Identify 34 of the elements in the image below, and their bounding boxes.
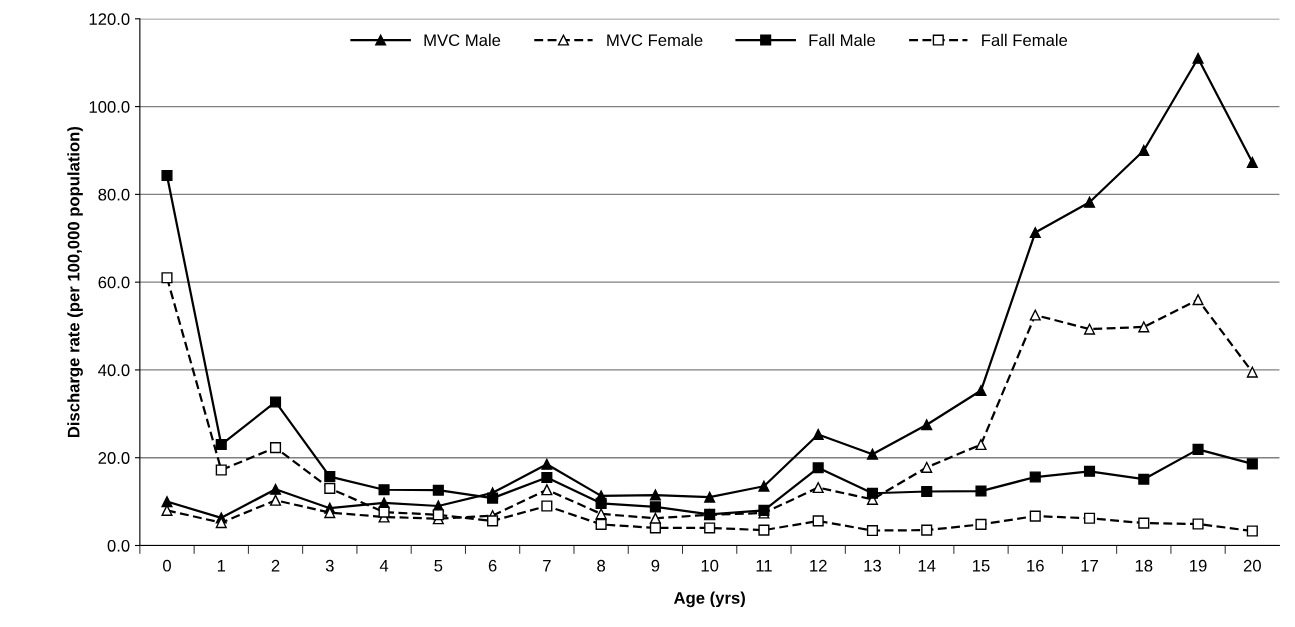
x-axis-title: Age (yrs)	[673, 591, 745, 608]
x-tick-label: 9	[651, 559, 660, 572]
x-tick-label: 14	[918, 559, 936, 572]
x-tick-label: 19	[1190, 559, 1207, 572]
x-tick-label: 10	[701, 559, 719, 572]
x-tick-label: 20	[1243, 559, 1261, 572]
y-tick-label: 100.0	[89, 100, 130, 113]
x-tick-label: 2	[271, 559, 280, 572]
x-tick-label: 17	[1081, 559, 1098, 572]
x-tick-label: 1	[217, 559, 226, 572]
legend-label: Fall Female	[982, 33, 1068, 47]
legend-label: Fall Male	[809, 33, 876, 47]
y-tick-label: 60.0	[98, 276, 130, 289]
y-tick-label: 0.0	[107, 539, 130, 552]
x-tick-label: 3	[325, 559, 334, 572]
y-tick-label: 40.0	[98, 364, 130, 377]
x-tick-label: 8	[597, 559, 606, 572]
x-tick-label: 18	[1135, 559, 1153, 572]
y-axis-title: Discharge rate (per 100,000 population)	[67, 126, 83, 438]
legend-label: MVC Male	[424, 33, 501, 47]
x-tick-label: 16	[1027, 559, 1044, 572]
x-tick-label: 0	[163, 559, 171, 572]
x-tick-label: 12	[810, 559, 827, 572]
x-tick-label: 6	[488, 559, 497, 572]
legend-label: MVC Female	[607, 33, 703, 47]
x-tick-label: 7	[543, 559, 551, 572]
x-tick-label: 5	[434, 559, 443, 572]
x-tick-label: 4	[379, 559, 389, 572]
x-tick-label: 13	[864, 559, 881, 572]
y-tick-label: 20.0	[98, 452, 130, 464]
x-tick-label: 15	[973, 559, 990, 572]
y-tick-label: 120.0	[89, 13, 130, 26]
y-tick-label: 80.0	[98, 188, 130, 201]
x-tick-label: 11	[756, 559, 772, 572]
